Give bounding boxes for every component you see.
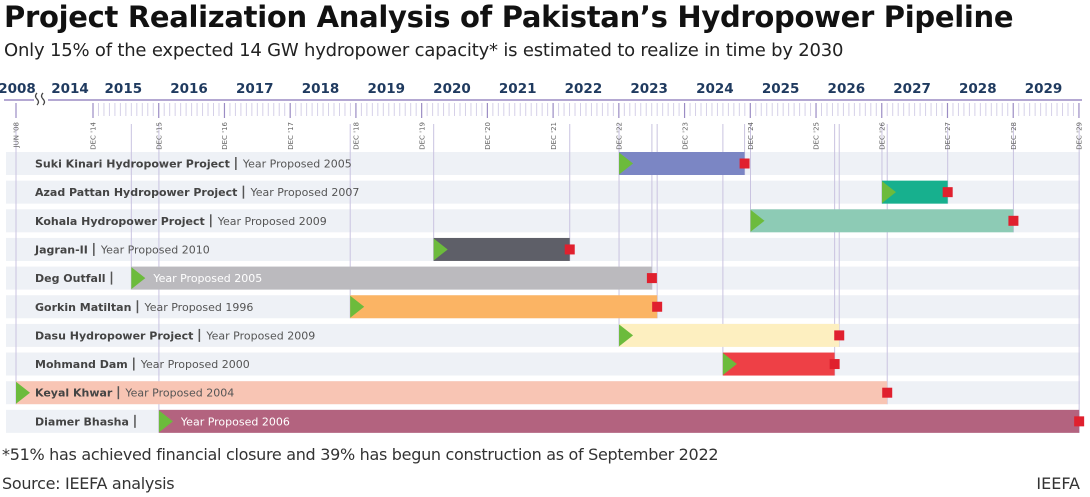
- date-marker-label: DEC '26: [878, 121, 886, 149]
- year-label: 2014: [51, 81, 89, 97]
- project-proposed-year: Year Proposed 2009: [205, 329, 315, 342]
- project-name: Dasu Hydropower Project: [35, 329, 193, 342]
- project-name: Azad Pattan Hydropower Project: [35, 186, 237, 199]
- start-marker-icon: [881, 181, 896, 204]
- end-marker-icon: [942, 187, 953, 198]
- project-proposed-year: Year Proposed 2010: [100, 243, 210, 256]
- date-marker-label: DEC '20: [484, 122, 492, 150]
- end-marker-icon: [1008, 215, 1019, 226]
- start-marker-icon: [619, 324, 634, 347]
- project-labels: Suki Kinari Hydropower Project Year Propo…: [34, 157, 359, 428]
- end-marker-icon: [882, 387, 893, 398]
- project-name: Diamer Bhasha: [35, 415, 129, 428]
- year-label: 2020: [433, 81, 471, 97]
- project-name: Jagran-II: [34, 243, 88, 256]
- year-label: 2021: [499, 81, 537, 97]
- project-bar: [619, 152, 745, 175]
- project-proposed-year: Year Proposed 1996: [143, 301, 253, 314]
- year-label: 2026: [828, 81, 866, 97]
- project-bar: [619, 323, 840, 347]
- chart-subtitle: Only 15% of the expected 14 GW hydropowe…: [4, 40, 844, 61]
- end-marker-icon: [829, 359, 840, 370]
- date-marker-label: DEC '14: [90, 121, 98, 149]
- date-marker-label: DEC '16: [221, 121, 229, 149]
- date-marker-label: DEC '29: [1076, 122, 1084, 150]
- project-name: Mohmand Dam: [35, 358, 128, 371]
- project-bar: [750, 209, 1014, 233]
- start-marker-icon: [433, 238, 448, 261]
- date-marker-label: DEC '25: [813, 122, 821, 150]
- axis-break-icon: [34, 92, 46, 106]
- project-bar: [350, 295, 658, 319]
- project-proposed-year: Year Proposed 2000: [140, 358, 250, 371]
- project-name: Kohala Hydropower Project: [35, 215, 205, 228]
- project-bar: [131, 266, 652, 290]
- year-label: 2018: [302, 81, 340, 97]
- project-name: Deg Outfall: [35, 272, 106, 285]
- year-label: 2019: [367, 81, 405, 97]
- start-marker-icon: [619, 152, 634, 175]
- row-background: [6, 180, 1080, 204]
- project-bar: [433, 237, 570, 261]
- project-bar: [881, 180, 948, 204]
- date-marker-label: DEC '15: [155, 122, 163, 150]
- date-marker-label: DEC '17: [287, 122, 295, 150]
- start-marker-icon: [16, 381, 30, 404]
- row-background: [6, 152, 1080, 175]
- date-marker-label: DEC '27: [944, 122, 952, 150]
- drop-lines: [15, 124, 1080, 433]
- year-label: 2029: [1025, 81, 1063, 97]
- year-label: 2024: [696, 81, 734, 97]
- start-marker-icon: [722, 353, 737, 376]
- project-proposed-year: Year Proposed 2005: [152, 272, 262, 285]
- project-name: Gorkin Matiltan: [35, 301, 131, 314]
- year-label: 2017: [236, 81, 274, 97]
- year-label: 2028: [959, 81, 997, 97]
- project-name: Suki Kinari Hydropower Project: [35, 158, 230, 171]
- chart-title: Project Realization Analysis of Pakistan…: [4, 0, 1014, 34]
- year-label: 2023: [630, 81, 668, 97]
- footnote: *51% has achieved financial closure and …: [2, 445, 719, 464]
- source-note: Source: IEEFA analysis: [2, 474, 175, 493]
- date-marker-label: DEC '19: [418, 122, 426, 150]
- start-marker-icon: [750, 209, 765, 232]
- project-proposed-year: Year Proposed 2006: [180, 415, 290, 428]
- end-marker-icon: [1074, 416, 1085, 427]
- date-marker-label: DEC '24: [747, 121, 755, 149]
- gantt-chart: 2008 2014 2015 2016 2017 2018 2019 2020 2021 2022…: [0, 81, 1085, 433]
- project-proposed-year: Year Proposed 2005: [242, 158, 352, 171]
- end-marker-icon: [834, 330, 845, 341]
- year-label: 2008: [0, 81, 36, 97]
- date-marker-label: DEC '18: [353, 122, 361, 150]
- end-marker-icon: [646, 273, 657, 284]
- year-label: 2027: [893, 81, 931, 97]
- date-marker-label: DEC '28: [1010, 122, 1018, 150]
- date-marker-label: DEC '23: [681, 122, 689, 150]
- end-marker-icon: [564, 244, 575, 255]
- project-bar: [16, 381, 888, 405]
- project-proposed-year: Year Proposed 2009: [217, 215, 327, 228]
- end-marker-icon: [652, 301, 663, 312]
- start-marker-icon: [350, 295, 365, 318]
- year-label: 2025: [762, 81, 800, 97]
- date-marker-label: JUN '08: [13, 122, 21, 148]
- project-bar: [158, 409, 1080, 433]
- start-marker-icon: [131, 267, 146, 290]
- start-marker-icon: [158, 410, 173, 433]
- year-label: 2015: [105, 81, 143, 97]
- project-bars: [16, 152, 1085, 433]
- year-label: 2022: [565, 81, 603, 97]
- project-name: Keyal Khwar: [35, 387, 113, 400]
- date-marker-label: DEC '22: [616, 122, 624, 150]
- project-bar: [722, 352, 835, 376]
- timeline-axis: 2008 2014 2015 2016 2017 2018 2019 2020 2021 2022…: [0, 81, 1084, 150]
- year-label: 2016: [170, 81, 208, 97]
- brand-label: IEEFA: [1036, 474, 1080, 493]
- date-marker-label: DEC '21: [550, 122, 558, 150]
- project-proposed-year: Year Proposed 2004: [124, 387, 234, 400]
- project-proposed-year: Year Proposed 2007: [249, 186, 359, 199]
- end-marker-icon: [739, 158, 750, 169]
